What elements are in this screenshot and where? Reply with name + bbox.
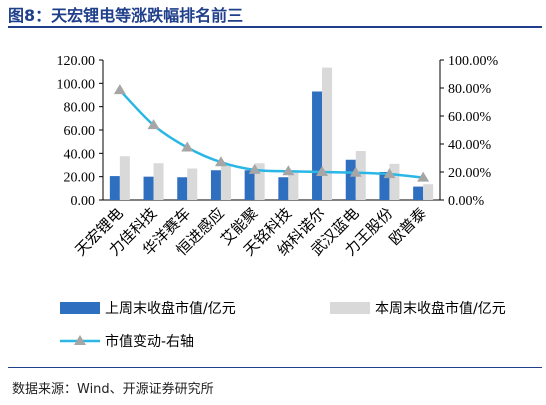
line-point-marker bbox=[214, 156, 227, 167]
bar-this-week bbox=[322, 67, 333, 200]
legend-label: 市值变动-右轴 bbox=[105, 333, 194, 350]
y-left-tick-label: 80.00 bbox=[64, 101, 96, 116]
bar-last-week bbox=[177, 177, 188, 200]
line-point-marker bbox=[147, 119, 160, 130]
chart: 0.00 20.00 40.00 60.00 80.00 100.00 120.00 0.00… bbox=[57, 54, 506, 350]
y-left-tick-label: 120.00 bbox=[57, 54, 96, 69]
source-rule bbox=[8, 367, 542, 368]
bar-this-week bbox=[119, 156, 130, 200]
y-left-tick-label: 0.00 bbox=[71, 194, 96, 209]
legend-label: 本周末收盘市值/亿元 bbox=[375, 300, 506, 317]
source-note: 数据来源：Wind、开源证券研究所 bbox=[12, 382, 214, 397]
legend-swatch bbox=[60, 302, 100, 314]
chart-title: 图8：天宏锂电等涨跌幅排名前三 bbox=[8, 6, 244, 25]
bar-last-week bbox=[244, 170, 255, 200]
line-point-marker bbox=[181, 141, 194, 152]
bar-last-week bbox=[143, 176, 154, 200]
bar-this-week bbox=[389, 163, 400, 200]
y-right-tick-label: 40.00% bbox=[448, 138, 492, 153]
title-rule bbox=[8, 26, 542, 28]
line-point-marker bbox=[417, 171, 430, 182]
line-point-marker bbox=[316, 166, 329, 176]
bar-this-week bbox=[153, 163, 164, 200]
chart-bars bbox=[109, 67, 434, 200]
y-left-tick-label: 100.00 bbox=[57, 77, 96, 92]
bar-this-week bbox=[254, 163, 265, 200]
y-left-tick-label: 20.00 bbox=[64, 171, 96, 186]
line-point-marker bbox=[248, 163, 261, 174]
y-left-tick-label: 40.00 bbox=[64, 147, 96, 162]
legend-marker bbox=[74, 335, 86, 345]
chart-line bbox=[113, 84, 430, 182]
y-right-tick-label: 100.00% bbox=[448, 54, 499, 69]
y-left-tick-label: 60.00 bbox=[64, 124, 96, 139]
y-right-tick-label: 20.00% bbox=[448, 166, 492, 181]
bar-this-week bbox=[187, 168, 198, 200]
bar-last-week bbox=[413, 186, 424, 200]
bar-this-week bbox=[288, 172, 299, 200]
y-right-tick-label: 60.00% bbox=[448, 110, 492, 125]
x-category-label: 欧普泰 bbox=[385, 204, 430, 249]
chart-axes: 0.00 20.00 40.00 60.00 80.00 100.00 120.00 0.00… bbox=[57, 54, 499, 209]
legend-swatch bbox=[330, 302, 370, 314]
bar-last-week bbox=[345, 159, 356, 200]
bar-last-week bbox=[210, 170, 221, 200]
line-point-marker bbox=[282, 165, 295, 176]
y-right-tick-label: 0.00% bbox=[448, 194, 485, 209]
line-point-marker bbox=[113, 84, 126, 95]
line-point-marker bbox=[383, 168, 396, 179]
bar-this-week bbox=[423, 184, 434, 200]
bar-this-week bbox=[220, 165, 231, 200]
line-market-cap-change bbox=[118, 89, 424, 179]
bar-last-week bbox=[109, 176, 120, 200]
bar-last-week bbox=[278, 177, 289, 200]
line-point-marker bbox=[349, 166, 362, 177]
bar-last-week bbox=[312, 91, 323, 200]
legend-label: 上周末收盘市值/亿元 bbox=[105, 300, 236, 317]
y-right-tick-label: 80.00% bbox=[448, 82, 492, 97]
bar-last-week bbox=[379, 172, 390, 200]
